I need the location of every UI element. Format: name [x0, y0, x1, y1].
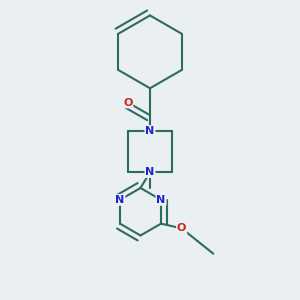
Text: N: N: [156, 195, 166, 205]
Text: O: O: [177, 224, 186, 233]
Text: O: O: [123, 98, 133, 107]
Text: N: N: [146, 167, 154, 177]
Text: N: N: [115, 195, 124, 205]
Text: N: N: [146, 126, 154, 136]
